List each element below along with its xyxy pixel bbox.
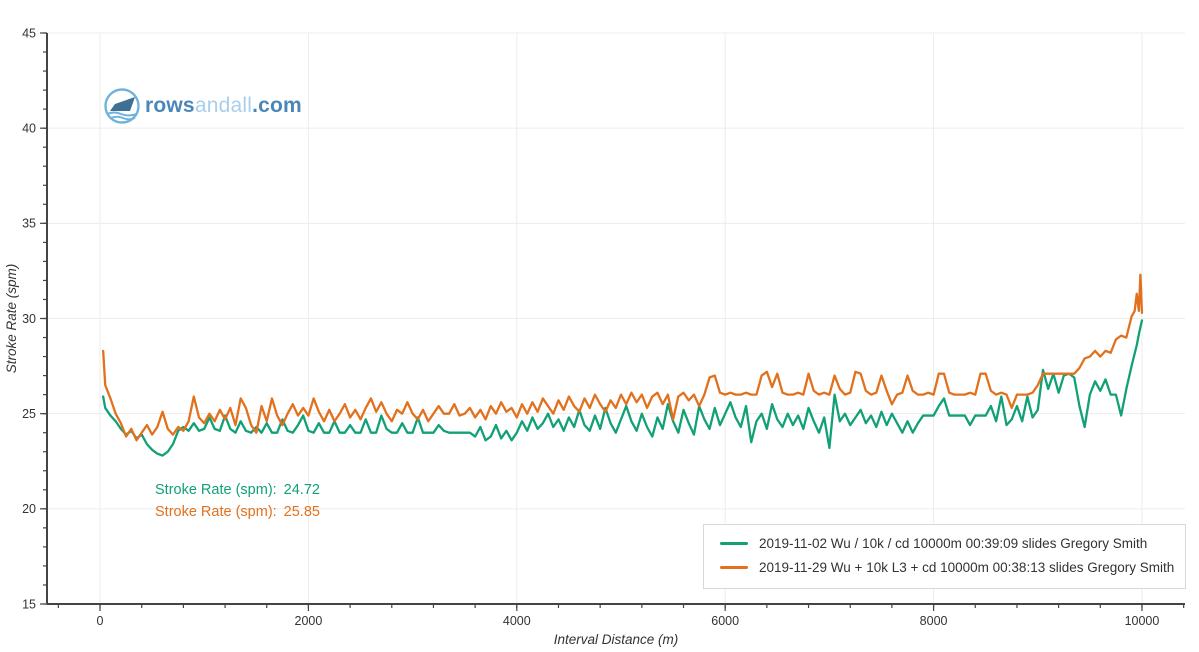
annotation-stroke-rate-1: Stroke Rate (spm): 24.72 <box>155 479 320 501</box>
svg-text:0: 0 <box>97 614 104 628</box>
svg-text:25: 25 <box>22 407 36 421</box>
legend-item-1: 2019-11-02 Wu / 10k / cd 10000m 00:39:09… <box>720 536 1171 551</box>
annotation-label: Stroke Rate (spm): <box>155 504 277 520</box>
svg-text:2000: 2000 <box>295 614 323 628</box>
svg-text:35: 35 <box>22 217 36 231</box>
y-axis-title: Stroke Rate (spm) <box>4 264 19 374</box>
svg-text:10000: 10000 <box>1125 614 1160 628</box>
gridlines <box>47 32 1185 604</box>
svg-text:6000: 6000 <box>711 614 739 628</box>
svg-text:30: 30 <box>22 312 36 326</box>
series-annotations: Stroke Rate (spm): 24.72 Stroke Rate (spm… <box>155 479 320 523</box>
rowsandall-logo: rowsandall.com <box>103 87 302 125</box>
series-line-0 <box>102 319 1144 457</box>
logo-text: rowsandall.com <box>145 94 302 118</box>
svg-text:40: 40 <box>22 122 36 136</box>
legend-swatch-green <box>720 542 748 545</box>
tick-labels: 0 2000 4000 6000 8000 10000 15 20 25 30 35 40 45 <box>22 26 1159 628</box>
boat-icon <box>104 88 140 124</box>
legend-label: 2019-11-02 Wu / 10k / cd 10000m 00:39:09… <box>759 536 1148 551</box>
logo-prefix: rows <box>145 94 195 117</box>
svg-text:20: 20 <box>22 502 36 516</box>
svg-text:15: 15 <box>22 597 36 611</box>
svg-text:8000: 8000 <box>920 614 948 628</box>
legend-swatch-orange <box>720 566 748 569</box>
logo-suffix: .com <box>252 94 302 117</box>
legend-label: 2019-11-29 Wu + 10k L3 + cd 10000m 00:38… <box>759 560 1175 575</box>
legend-item-2: 2019-11-29 Wu + 10k L3 + cd 10000m 00:38… <box>720 560 1175 575</box>
annotation-value: 24.72 <box>283 482 320 498</box>
logo-middle: andall <box>194 94 253 117</box>
annotation-label: Stroke Rate (spm): <box>155 482 277 498</box>
x-axis-title: Interval Distance (m) <box>554 632 679 647</box>
series-line-1 <box>102 273 1144 442</box>
chart-legend: 2019-11-02 Wu / 10k / cd 10000m 00:39:09… <box>703 524 1186 589</box>
annotation-value: 25.85 <box>283 504 320 520</box>
annotation-stroke-rate-2: Stroke Rate (spm): 25.85 <box>155 501 320 523</box>
svg-text:45: 45 <box>22 26 36 40</box>
svg-text:4000: 4000 <box>503 614 531 628</box>
ticks <box>40 32 1185 611</box>
